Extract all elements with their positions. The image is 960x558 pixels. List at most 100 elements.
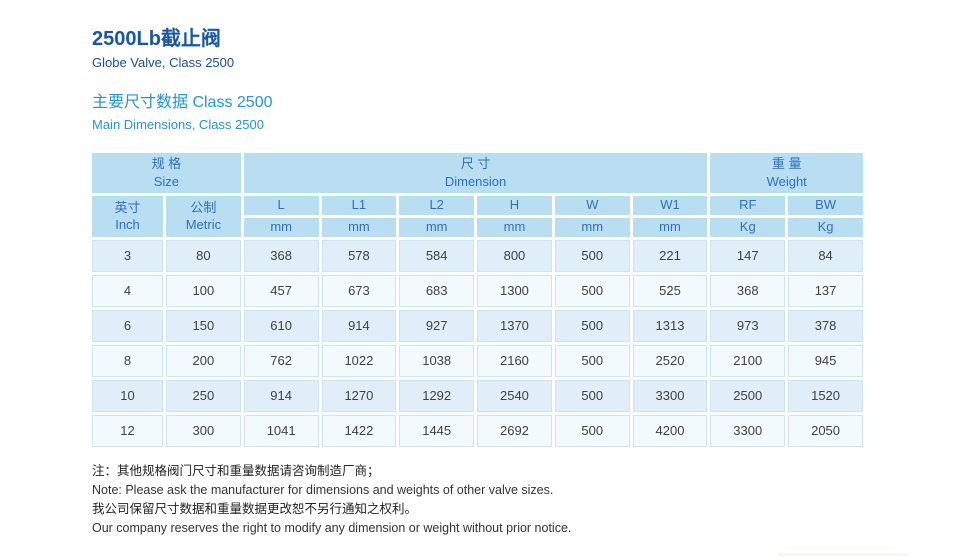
cell-L: 457 bbox=[243, 274, 319, 307]
col-header-L2: L2 bbox=[399, 195, 475, 215]
cell-RF: 973 bbox=[710, 309, 786, 342]
group-size-label-en: Size bbox=[153, 173, 180, 189]
cell-W: 500 bbox=[554, 309, 630, 342]
col-header-L: L bbox=[243, 195, 319, 215]
unit-L1: mm bbox=[321, 217, 397, 237]
note-line-zh-2: 我公司保留尺寸数据和重量数据更改恕不另行通知之权利。 bbox=[92, 501, 418, 516]
page-title-zh: 2500Lb截止阀 bbox=[92, 28, 221, 50]
col-header-inch: 英寸 Inch bbox=[92, 195, 163, 237]
cell-BW: 84 bbox=[788, 239, 863, 272]
cell-W1: 525 bbox=[632, 274, 708, 307]
cell-BW: 945 bbox=[788, 344, 863, 377]
page-content: 2500Lb截止阀 Globe Valve, Class 2500 主要尺寸数据… bbox=[92, 28, 868, 538]
cell-W: 500 bbox=[554, 239, 630, 272]
cell-W: 500 bbox=[554, 274, 630, 307]
cell-W: 500 bbox=[554, 344, 630, 377]
footnotes: 注：其他规格阀门尺寸和重量数据请咨询制造厂商； Note: Please ask… bbox=[92, 462, 868, 538]
cell-inch: 8 bbox=[92, 344, 163, 377]
cell-metric: 150 bbox=[166, 309, 241, 342]
cell-L2: 1445 bbox=[399, 414, 475, 447]
page-title-en: Globe Valve, Class 2500 bbox=[92, 55, 235, 70]
col-inch-label-zh: 英寸 bbox=[114, 199, 141, 215]
unit-L2: mm bbox=[399, 217, 475, 237]
unit-W1: mm bbox=[632, 217, 708, 237]
cell-H: 1300 bbox=[477, 274, 552, 307]
cell-RF: 2500 bbox=[710, 379, 786, 412]
group-header-weight: 重 量 Weight bbox=[710, 152, 863, 193]
cell-RF: 368 bbox=[710, 274, 786, 307]
cell-metric: 80 bbox=[166, 239, 241, 272]
col-header-L1: L1 bbox=[321, 195, 397, 215]
cell-W: 500 bbox=[554, 414, 630, 447]
group-size-label-zh: 规 格 bbox=[151, 156, 182, 172]
unit-L: mm bbox=[243, 217, 319, 237]
col-header-W1: W1 bbox=[632, 195, 708, 215]
cell-H: 2692 bbox=[477, 414, 552, 447]
cell-BW: 378 bbox=[788, 309, 863, 342]
group-weight-label-en: Weight bbox=[766, 173, 807, 189]
cell-L2: 683 bbox=[399, 274, 475, 307]
col-metric-label-en: Metric bbox=[185, 217, 222, 233]
cell-inch: 3 bbox=[92, 239, 163, 272]
group-header-dimension: 尺 寸 Dimension bbox=[243, 152, 708, 193]
group-dimension-label-en: Dimension bbox=[444, 173, 507, 189]
col-header-W: W bbox=[554, 195, 630, 215]
cell-L1: 673 bbox=[321, 274, 397, 307]
cell-W1: 4200 bbox=[632, 414, 708, 447]
col-header-metric: 公制 Metric bbox=[166, 195, 241, 237]
note-line-zh-1: 注：其他规格阀门尺寸和重量数据请咨询制造厂商； bbox=[92, 463, 380, 478]
cell-L: 1041 bbox=[243, 414, 319, 447]
cell-W1: 221 bbox=[632, 239, 708, 272]
cell-L1: 578 bbox=[321, 239, 397, 272]
col-metric-label-zh: 公制 bbox=[190, 199, 217, 215]
cell-H: 2160 bbox=[477, 344, 552, 377]
unit-BW: Kg bbox=[788, 217, 863, 237]
table-row: 12 300 1041 1422 1445 2692 500 4200 3300… bbox=[92, 414, 863, 447]
section-title-zh: 主要尺寸数据 Class 2500 bbox=[92, 93, 273, 111]
unit-H: mm bbox=[477, 217, 552, 237]
cell-metric: 200 bbox=[166, 344, 241, 377]
cell-RF: 147 bbox=[710, 239, 786, 272]
dimensions-table: 规 格 Size 尺 寸 Dimension 重 量 Weight 英寸 bbox=[89, 150, 866, 450]
cell-RF: 3300 bbox=[710, 414, 786, 447]
unit-RF: Kg bbox=[710, 217, 786, 237]
cell-metric: 100 bbox=[166, 274, 241, 307]
cell-BW: 137 bbox=[788, 274, 863, 307]
cell-L: 762 bbox=[243, 344, 319, 377]
col-header-RF: RF bbox=[710, 195, 786, 215]
cell-W1: 3300 bbox=[632, 379, 708, 412]
cell-BW: 1520 bbox=[788, 379, 863, 412]
cell-H: 2540 bbox=[477, 379, 552, 412]
cell-W1: 2520 bbox=[632, 344, 708, 377]
note-line-en-2: Our company reserves the right to modify… bbox=[92, 520, 572, 535]
cell-inch: 10 bbox=[92, 379, 163, 412]
group-dimension-label-zh: 尺 寸 bbox=[460, 156, 491, 172]
cell-L: 368 bbox=[243, 239, 319, 272]
cell-L2: 1038 bbox=[399, 344, 475, 377]
cell-inch: 12 bbox=[92, 414, 163, 447]
table-row: 8 200 762 1022 1038 2160 500 2520 2100 9… bbox=[92, 344, 863, 377]
table-row: 10 250 914 1270 1292 2540 500 3300 2500 … bbox=[92, 379, 863, 412]
cell-L1: 1422 bbox=[321, 414, 397, 447]
note-line-en-1: Note: Please ask the manufacturer for di… bbox=[92, 482, 554, 497]
cell-L1: 1022 bbox=[321, 344, 397, 377]
col-header-H: H bbox=[477, 195, 552, 215]
table-row: 3 80 368 578 584 800 500 221 147 84 bbox=[92, 239, 863, 272]
cell-H: 800 bbox=[477, 239, 552, 272]
cell-W1: 1313 bbox=[632, 309, 708, 342]
col-header-BW: BW bbox=[788, 195, 863, 215]
cell-metric: 250 bbox=[166, 379, 241, 412]
cell-L2: 927 bbox=[399, 309, 475, 342]
cell-inch: 4 bbox=[92, 274, 163, 307]
cell-L: 610 bbox=[243, 309, 319, 342]
cell-BW: 2050 bbox=[788, 414, 863, 447]
cell-L2: 584 bbox=[399, 239, 475, 272]
table-unit-row: mm mm mm mm mm mm Kg Kg bbox=[92, 217, 863, 237]
scan-artifact bbox=[778, 553, 908, 556]
cell-RF: 2100 bbox=[710, 344, 786, 377]
table-group-header-row: 规 格 Size 尺 寸 Dimension 重 量 Weight bbox=[92, 152, 863, 193]
table-row: 6 150 610 914 927 1370 500 1313 973 378 bbox=[92, 309, 863, 342]
table-subheader-row: 英寸 Inch 公制 Metric L L1 L2 H W W1 RF BW bbox=[92, 195, 863, 237]
cell-L1: 914 bbox=[321, 309, 397, 342]
